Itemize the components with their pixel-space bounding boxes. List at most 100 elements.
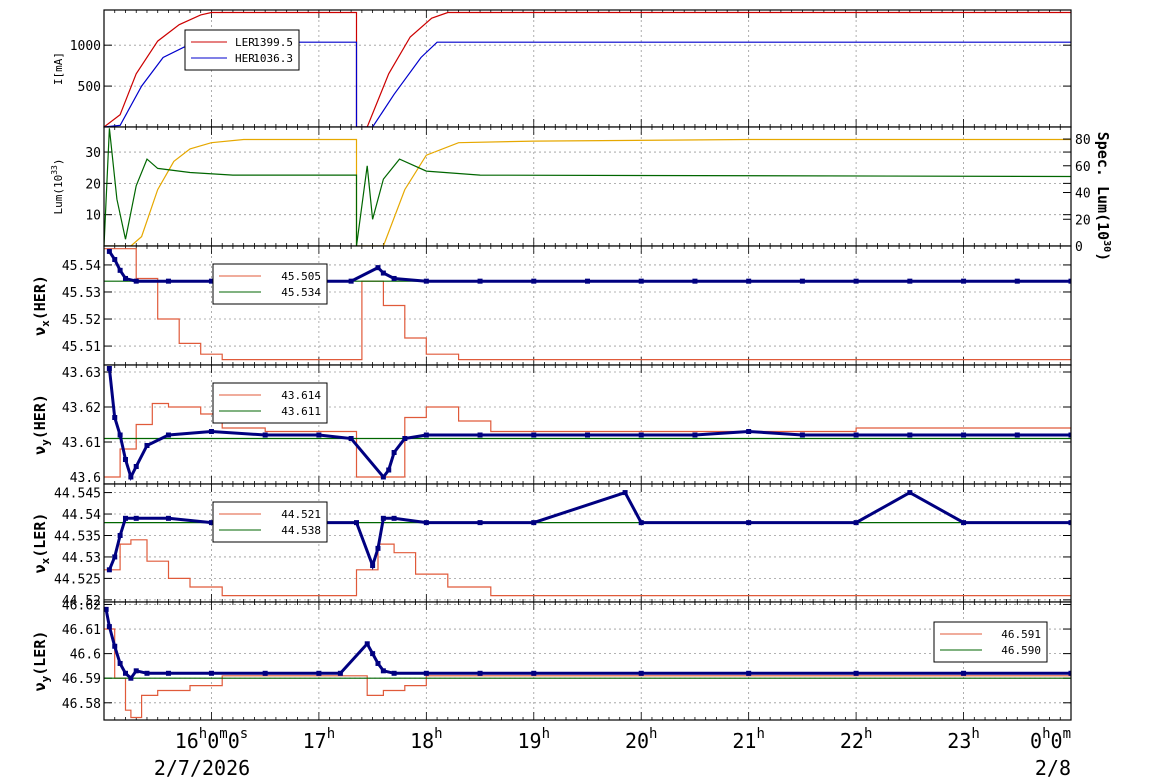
ylabel-suffix: (HER) (31, 275, 49, 320)
data-point (746, 520, 752, 526)
legend-value: 46.591 (1001, 628, 1041, 641)
data-point (380, 668, 386, 674)
time-value: 22 (840, 729, 864, 753)
data-point (391, 450, 397, 455)
date-left-label: 2/7/2026 (154, 756, 250, 780)
y2label-close: ) (1094, 252, 1112, 261)
series-set-line (104, 402, 1071, 478)
time-unit: h (649, 726, 657, 742)
time-tick-label: 20h (625, 726, 658, 753)
data-point (746, 278, 752, 284)
data-point (106, 248, 112, 254)
data-point (133, 668, 139, 674)
data-point (316, 432, 322, 438)
data-point (692, 432, 698, 438)
data-point (622, 490, 628, 496)
time-unit: h (542, 726, 550, 742)
ylabel-symbol: ν (31, 446, 49, 455)
ylabel-close: ) (52, 158, 65, 165)
ytick-label: 45.54 (62, 259, 101, 274)
data-point (370, 563, 376, 569)
time-unit: h (756, 726, 764, 742)
data-point (386, 467, 392, 473)
time-unit: m (1063, 726, 1071, 742)
legend-box (212, 501, 328, 543)
data-point (117, 267, 123, 273)
time-value: 0 (1051, 729, 1063, 753)
time-value: 19 (518, 729, 542, 753)
legend-name: LER (235, 36, 255, 49)
data-point (144, 670, 150, 676)
data-point (375, 265, 381, 271)
time-value: 0 (207, 729, 219, 753)
legend-value: 45.534 (281, 286, 321, 299)
data-point (1014, 278, 1020, 284)
ytick-label: 43.62 (62, 401, 101, 416)
ytick-label: 44.53 (62, 551, 101, 566)
data-point (585, 278, 590, 284)
legend-value: 46.590 (1001, 644, 1041, 657)
series-ler-line (104, 11, 1071, 127)
y-axis-label: νx(HER) (31, 275, 52, 336)
time-tick-label: 22h (840, 726, 873, 753)
ytick-label: 45.51 (62, 340, 101, 355)
time-unit: h (864, 726, 872, 742)
ytick-label: 43.6 (70, 471, 101, 486)
data-point (353, 520, 359, 526)
data-point (531, 278, 537, 284)
data-point (165, 670, 171, 676)
data-point (375, 660, 381, 666)
data-point (106, 567, 112, 573)
legend: 45.505 45.534 (212, 263, 328, 305)
ytick-label: 46.6 (70, 648, 101, 663)
ytick-label: 46.58 (62, 697, 101, 712)
data-point (128, 474, 134, 480)
data-point (1068, 670, 1071, 676)
data-point (423, 278, 429, 284)
data-point (907, 278, 913, 284)
legend-value: 1399.5 (253, 36, 293, 49)
data-point (1014, 432, 1020, 438)
data-point (638, 278, 644, 284)
time-tick-label: 19h (518, 726, 551, 753)
y-axis-label: νx(LER) (31, 513, 52, 574)
legend-box (933, 621, 1048, 663)
time-unit: h (327, 726, 335, 742)
ytick-label: 43.61 (62, 436, 101, 451)
data-point (477, 520, 483, 526)
data-point (133, 515, 139, 521)
panel-4: 43.6 43.61 43.62 43.63 νy(HER) 43.614 43.611 (31, 364, 1072, 486)
data-point (477, 278, 483, 284)
ylabel-exponent: 33 (50, 165, 59, 175)
ytick-label: 44.52 (62, 594, 101, 609)
legend-value: 44.521 (281, 508, 321, 521)
data-point (638, 670, 644, 676)
y2tick-label: 80 (1075, 133, 1091, 148)
data-point (112, 643, 118, 649)
time-tick-label: 16h0m0s (175, 726, 249, 753)
legend-value: 43.614 (281, 389, 321, 402)
ylabel-symbol: ν (31, 564, 49, 573)
ytick-label: 43.63 (62, 366, 101, 381)
series-set-line (104, 539, 1071, 597)
time-tick-label: 23h (947, 726, 980, 753)
data-point (316, 670, 322, 676)
ytick-label: 44.525 (54, 572, 101, 587)
legend-name: HER (235, 52, 255, 65)
data-point (961, 432, 967, 438)
data-point (112, 257, 118, 263)
data-point (165, 432, 171, 438)
data-point (104, 606, 109, 612)
legend: 43.614 43.611 (212, 382, 328, 424)
data-point (208, 520, 214, 526)
data-point (961, 520, 967, 526)
data-point (638, 432, 644, 438)
ylabel-text: Lum(10 (52, 175, 65, 215)
plot-area (104, 127, 1071, 246)
time-value: 0 (228, 729, 240, 753)
data-point (853, 670, 859, 676)
